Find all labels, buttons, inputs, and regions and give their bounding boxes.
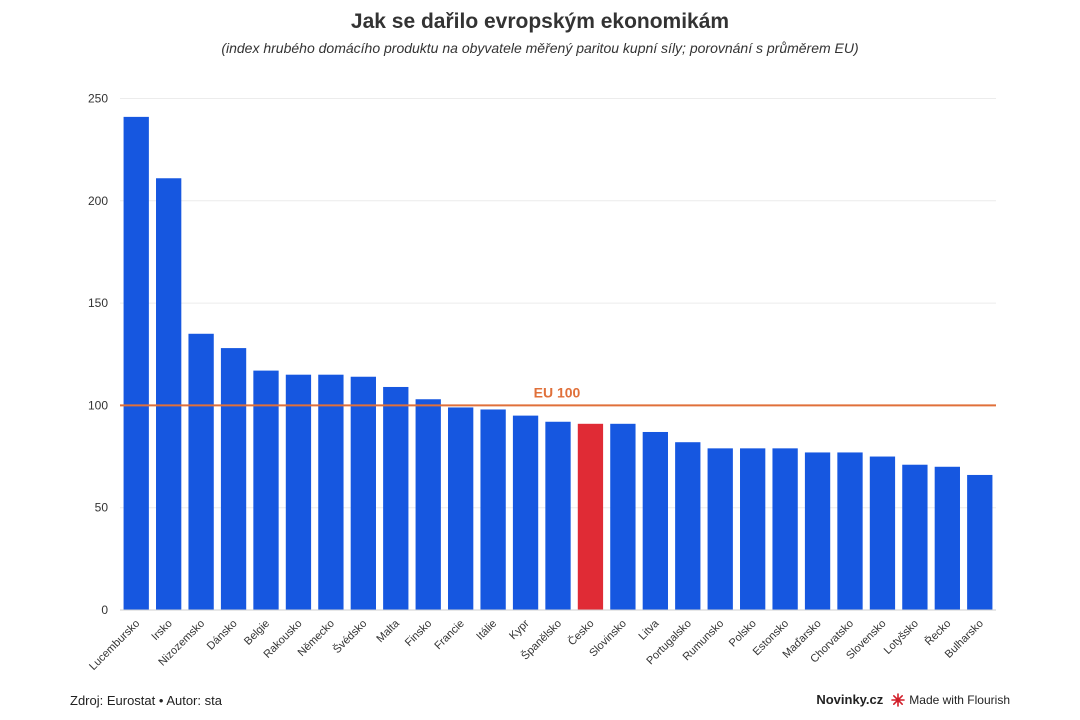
bar [156, 178, 182, 610]
x-tick-label: Finsko [403, 618, 434, 649]
bar [545, 421, 571, 610]
bar [220, 348, 247, 610]
bar [804, 452, 831, 610]
bar [934, 466, 960, 610]
x-tick-label: Itálie [474, 618, 499, 643]
bar [869, 456, 896, 610]
novinky-logo[interactable]: Novinky.cz [816, 692, 884, 707]
y-tick-label: 50 [95, 501, 109, 515]
bar [642, 431, 668, 610]
x-tick-label: Litva [637, 617, 663, 643]
y-tick-label: 100 [88, 398, 108, 412]
chart-title: Jak se dařilo evropským ekonomikám [350, 10, 730, 33]
y-tick-label: 0 [101, 603, 108, 617]
made-with-flourish-label: Made with Flourish [909, 692, 1010, 707]
bar [707, 448, 733, 610]
bar [902, 464, 928, 610]
bar [480, 409, 506, 610]
bar [512, 415, 539, 610]
made-with-flourish-link[interactable]: Made with Flourish [891, 693, 1010, 707]
bar [415, 399, 441, 610]
x-tick-label: Francie [432, 618, 466, 652]
x-tick-label: Lotyšsko [882, 618, 921, 657]
bar [577, 423, 604, 610]
x-tick-label: Polsko [727, 618, 759, 650]
bar [772, 448, 798, 610]
x-tick-label: Irsko [149, 618, 174, 643]
bar [740, 448, 766, 610]
y-tick-label: 200 [88, 194, 108, 208]
bar [448, 407, 474, 610]
bar [318, 374, 344, 610]
x-tick-label: Kypr [507, 617, 532, 642]
bar [610, 423, 636, 610]
bar [253, 370, 279, 610]
bar [188, 333, 214, 610]
x-tick-label: Dánsko [205, 618, 240, 653]
source-credit: Zdroj: Eurostat • Autor: sta [70, 693, 222, 708]
bar [967, 474, 993, 610]
x-tick-label: Lucembursko [87, 618, 142, 673]
reference-line-label: EU 100 [534, 384, 581, 400]
flourish-icon [891, 692, 906, 707]
x-tick-label: Malta [374, 617, 402, 645]
chart-subtitle: (index hrubého domácího produktu na obyv… [221, 40, 859, 56]
x-tick-label: Česko [565, 617, 596, 648]
bar [837, 452, 863, 610]
x-tick-label: Švédsko [330, 617, 369, 656]
bar [383, 386, 409, 610]
footer-branding: Novinky.cz Made with Flourish [816, 692, 1010, 707]
bar [675, 442, 701, 610]
x-tick-label: Belgie [242, 618, 272, 648]
y-tick-label: 150 [88, 296, 108, 310]
bar [285, 374, 312, 610]
x-tick-label: Řecko [922, 617, 953, 648]
y-tick-label: 250 [88, 91, 108, 105]
bar [123, 116, 149, 610]
bar [350, 376, 376, 610]
